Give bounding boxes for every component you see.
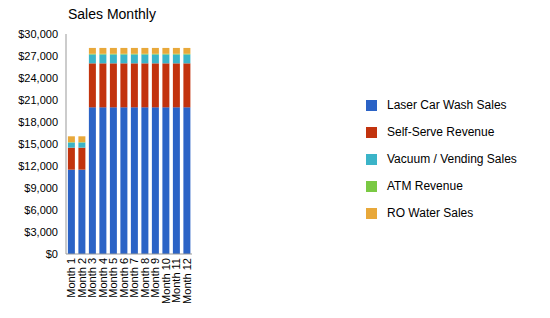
html-text:Self-Serve Revenue: Self-Serve Revenue bbox=[387, 125, 495, 139]
html-text:ATM Revenue: ATM Revenue bbox=[387, 179, 463, 193]
svg-text:$15,000: $15,000 bbox=[18, 138, 58, 150]
svg-text:Month 4: Month 4 bbox=[96, 258, 109, 298]
svg-text:$9,000: $9,000 bbox=[24, 182, 58, 194]
html-text:RO Water Sales: RO Water Sales bbox=[387, 206, 474, 220]
html-text:Laser Car Wash Sales: Laser Car Wash Sales bbox=[387, 98, 507, 112]
svg-text:Month 10: Month 10 bbox=[159, 258, 172, 304]
svg-text:Month 6: Month 6 bbox=[117, 258, 130, 298]
svg-text:$21,000: $21,000 bbox=[18, 94, 58, 106]
svg-text:Month 11: Month 11 bbox=[170, 258, 183, 304]
html-text:Sales Monthly: Sales Monthly bbox=[68, 6, 156, 22]
svg-text:$30,000: $30,000 bbox=[18, 28, 58, 40]
svg-text:Month 5: Month 5 bbox=[107, 258, 120, 298]
svg-text:$0: $0 bbox=[46, 248, 58, 260]
svg-text:$18,000: $18,000 bbox=[18, 116, 58, 128]
svg-text:Month 3: Month 3 bbox=[86, 258, 99, 298]
svg-text:Month 7: Month 7 bbox=[128, 258, 141, 298]
html-text:Vacuum / Vending Sales: Vacuum / Vending Sales bbox=[387, 152, 517, 166]
svg-text:Month 8: Month 8 bbox=[138, 258, 151, 298]
svg-text:Month 9: Month 9 bbox=[149, 258, 162, 298]
svg-text:Month 1: Month 1 bbox=[65, 258, 78, 298]
svg-text:Month 2: Month 2 bbox=[75, 258, 88, 298]
svg-text:$27,000: $27,000 bbox=[18, 50, 58, 62]
svg-text:$12,000: $12,000 bbox=[18, 160, 58, 172]
svg-text:$24,000: $24,000 bbox=[18, 72, 58, 84]
svg-text:Month 12: Month 12 bbox=[181, 258, 193, 304]
svg-text:$6,000: $6,000 bbox=[24, 204, 58, 216]
svg-text:$3,000: $3,000 bbox=[24, 226, 58, 238]
